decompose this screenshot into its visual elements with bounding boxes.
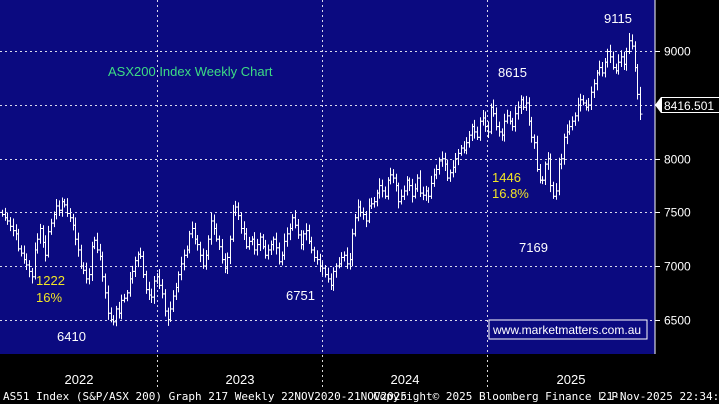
chart-title: ASX200 Index Weekly Chart [108,64,273,79]
x-tick-label-2023: 2023 [226,372,255,387]
plot-area [0,0,655,354]
x-tick-label-2025: 2025 [557,372,586,387]
x-tick-label-2022: 2022 [65,372,94,387]
footer-left: AS51 Index (S&P/ASX 200) Graph 217 Weekl… [3,390,407,403]
last-value-tag: 8416.501 [655,97,719,113]
annotation-peak-8615: 8615 [498,65,527,80]
annotation-low-7169: 7169 [519,240,548,255]
watermark-text: www.marketmatters.com.au [492,323,641,337]
annotation-high-9115: 9115 [604,11,632,26]
y-ticks: 650070007500800085009000 [655,45,691,328]
price-bars [0,33,643,327]
annotation-move-16pct: 16% [36,290,62,305]
last-value-label: 8416.501 [664,99,714,113]
annotation-low-6751: 6751 [286,288,315,303]
annotation-move-16-8pct: 16.8% [492,186,529,201]
watermark-box: www.marketmatters.com.au [488,319,648,340]
y-tick-label-6500: 6500 [664,314,691,328]
y-axis-panel [655,0,719,354]
annotation-move-1222: 1222 [36,273,65,288]
y-tick-label-7500: 7500 [664,206,691,220]
footer-panel [0,388,719,404]
ohlc-bar [638,86,643,120]
footer-center: Copyright© 2025 Bloomberg Finance L.P. [373,390,625,403]
x-tick-label-2024: 2024 [391,372,420,387]
x-axis-panel [0,354,719,388]
y-tick-label-9000: 9000 [664,45,691,59]
y-tick-label-8000: 8000 [664,153,691,167]
annotation-low-6410: 6410 [57,329,86,344]
x-ticks: 2022 2023 2024 2025 [65,372,586,387]
y-tick-label-7000: 7000 [664,260,691,274]
footer-right: 21-Nov-2025 22:34:49 [600,390,719,403]
annotation-move-1446: 1446 [492,170,521,185]
